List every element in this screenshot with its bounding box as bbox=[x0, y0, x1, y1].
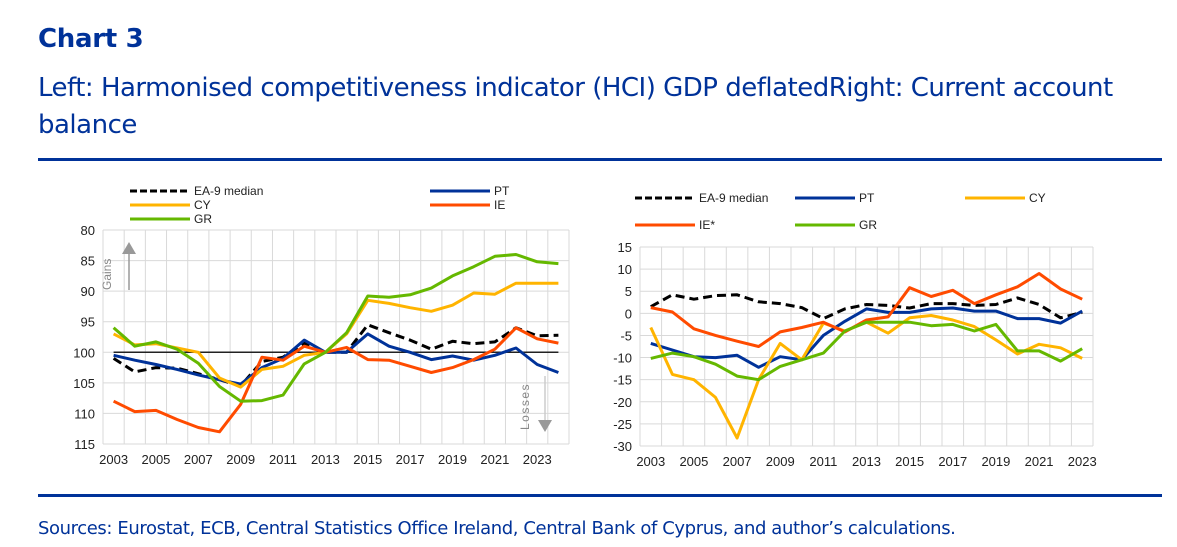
x-tick-label: 2013 bbox=[311, 452, 340, 467]
x-tick-label: 2019 bbox=[438, 452, 467, 467]
legend-item: IE bbox=[430, 198, 505, 212]
legend-item: GR bbox=[795, 218, 877, 232]
legend-item: PT bbox=[430, 184, 510, 198]
y-tick-label: 85 bbox=[81, 254, 95, 269]
legend-label: GR bbox=[194, 212, 212, 226]
y-tick-label: 10 bbox=[618, 262, 632, 277]
legend-label: PT bbox=[859, 191, 875, 205]
top-divider bbox=[38, 158, 1162, 161]
series-line-gr bbox=[650, 320, 1083, 382]
x-tick-label: 2017 bbox=[938, 454, 967, 469]
x-tick-label: 2003 bbox=[636, 454, 665, 469]
legend-label: EA-9 median bbox=[194, 184, 263, 198]
x-tick-label: 2007 bbox=[723, 454, 752, 469]
y-tick-label: 0 bbox=[625, 306, 632, 321]
y-tick-label: -25 bbox=[613, 417, 632, 432]
legend-item: GR bbox=[130, 212, 212, 226]
chart-title: Chart 3 bbox=[38, 24, 144, 54]
y-tick-label: 90 bbox=[81, 284, 95, 299]
x-tick-label: 2011 bbox=[269, 452, 297, 467]
x-tick-label: 2015 bbox=[353, 452, 382, 467]
series-line-pt bbox=[113, 332, 559, 386]
x-tick-label: 2011 bbox=[809, 454, 837, 469]
chart-subtitle: Left: Harmonised competitiveness indicat… bbox=[38, 73, 1113, 140]
legend-item: IE* bbox=[635, 218, 715, 232]
x-tick-label: 2009 bbox=[766, 454, 795, 469]
y-tick-label: 100 bbox=[73, 345, 95, 360]
y-tick-label: 105 bbox=[73, 376, 95, 391]
right-chart-current-account: 15 10 5 0 -5 -10 -15 -20 -25 -30 2003 2005 2007 2009 2… bbox=[613, 191, 1097, 469]
bottom-divider bbox=[38, 494, 1162, 497]
legend-item: CY bbox=[965, 191, 1046, 205]
legend-label: EA-9 median bbox=[699, 191, 768, 205]
y-tick-label: 95 bbox=[81, 315, 95, 330]
left-chart-hci: 80 85 90 95 100 105 110 115 2003 2005 2007 2009 2011… bbox=[73, 184, 570, 467]
series-line-ea-9-median bbox=[650, 293, 1083, 321]
x-tick-label: 2023 bbox=[523, 452, 552, 467]
y-tick-label: 80 bbox=[81, 223, 95, 238]
legend-label: IE bbox=[494, 198, 505, 212]
sources-note: Sources: Eurostat, ECB, Central Statisti… bbox=[38, 518, 956, 539]
x-tick-label: 2019 bbox=[981, 454, 1010, 469]
series-line-ie bbox=[112, 326, 559, 434]
gains-arrow-icon bbox=[122, 242, 136, 254]
x-tick-label: 2009 bbox=[226, 452, 255, 467]
y-tick-label: -20 bbox=[613, 395, 632, 410]
x-tick-label: 2015 bbox=[895, 454, 924, 469]
losses-arrow-icon bbox=[538, 420, 552, 432]
losses-label: Losses bbox=[518, 383, 532, 430]
legend-item: EA-9 median bbox=[130, 184, 263, 198]
y-tick-label: 15 bbox=[618, 240, 632, 255]
y-tick-label: -10 bbox=[613, 351, 632, 366]
x-tick-label: 2013 bbox=[852, 454, 881, 469]
legend-label: GR bbox=[859, 218, 877, 232]
legend-item: EA-9 median bbox=[635, 191, 768, 205]
x-tick-label: 2005 bbox=[141, 452, 170, 467]
y-tick-label: -5 bbox=[620, 328, 632, 343]
x-tick-label: 2021 bbox=[1025, 454, 1054, 469]
legend-label: CY bbox=[194, 198, 211, 212]
y-tick-label: -30 bbox=[613, 439, 632, 454]
x-tick-label: 2017 bbox=[396, 452, 425, 467]
legend-label: CY bbox=[1029, 191, 1046, 205]
x-tick-label: 2005 bbox=[679, 454, 708, 469]
legend-label: IE* bbox=[699, 218, 715, 232]
series-line-gr bbox=[112, 253, 559, 403]
x-tick-label: 2007 bbox=[184, 452, 213, 467]
legend-item: CY bbox=[130, 198, 211, 212]
y-tick-label: 110 bbox=[74, 406, 95, 421]
legend-item: PT bbox=[795, 191, 875, 205]
gains-label: Gains bbox=[100, 259, 114, 290]
y-tick-label: 5 bbox=[625, 284, 632, 299]
legend-label: PT bbox=[494, 184, 510, 198]
y-tick-label: 115 bbox=[74, 437, 95, 452]
x-tick-label: 2023 bbox=[1068, 454, 1097, 469]
x-tick-label: 2021 bbox=[480, 452, 509, 467]
series-line-pt bbox=[650, 306, 1083, 369]
series-line-ie bbox=[650, 272, 1083, 348]
x-tick-label: 2003 bbox=[99, 452, 128, 467]
y-tick-label: -15 bbox=[613, 373, 632, 388]
